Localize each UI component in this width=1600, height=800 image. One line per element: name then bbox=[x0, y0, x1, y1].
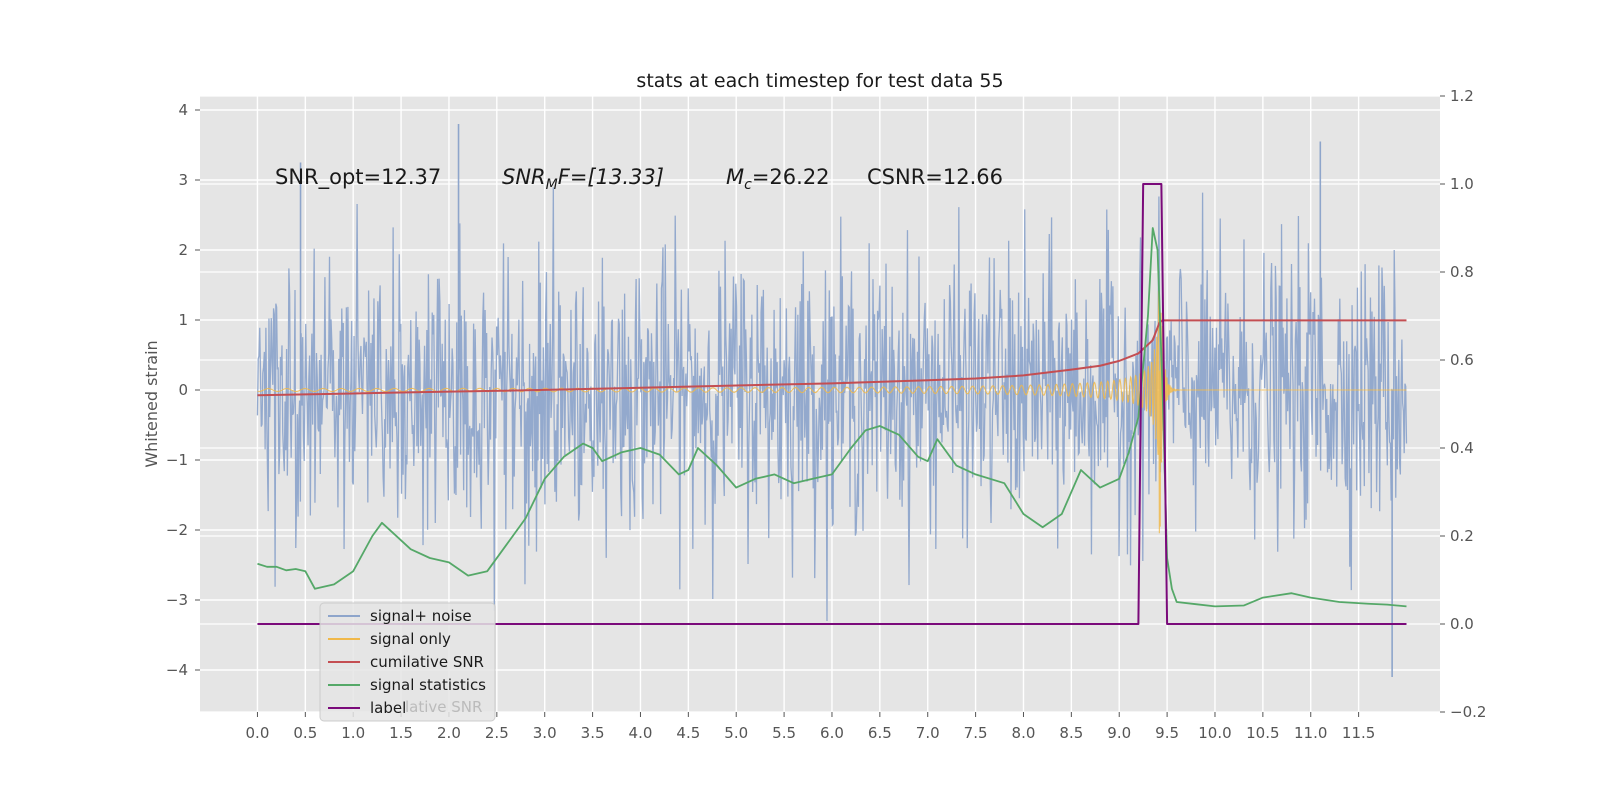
x-tick-label: 6.5 bbox=[868, 724, 892, 742]
series-lines bbox=[257, 183, 1407, 625]
series-line-signal-only bbox=[257, 290, 1407, 534]
series-signal-noise bbox=[256, 124, 1408, 677]
series-signal-only bbox=[257, 290, 1407, 534]
legend: lative SNR signal+ noise signal only cum… bbox=[319, 602, 496, 722]
legend-label-cumilative-snr: cumilative SNR bbox=[370, 653, 484, 671]
x-tick-label: 4.5 bbox=[676, 724, 700, 742]
annotation-snr-mf: SNRMF=[13.33] bbox=[502, 165, 664, 193]
series-line-cumilative-snr bbox=[257, 319, 1407, 397]
x-tick-label: 8.5 bbox=[1059, 724, 1083, 742]
legend-label-signal-only: signal only bbox=[370, 630, 451, 648]
y2-tick-label: 0.2 bbox=[1450, 527, 1474, 545]
legend-ghost-text: lative SNR bbox=[405, 698, 482, 716]
y-tick-label: −4 bbox=[166, 661, 188, 679]
x-tick-label: 9.0 bbox=[1107, 724, 1131, 742]
y-tick-label: 0 bbox=[178, 381, 188, 399]
x-tick-label: 0.0 bbox=[246, 724, 270, 742]
annotation-chirp-mass: Mc=26.22 bbox=[726, 165, 830, 193]
x-tick-label: 10.5 bbox=[1246, 724, 1279, 742]
x-tick-label: 2.0 bbox=[437, 724, 461, 742]
y2-tick-label: 0.0 bbox=[1450, 615, 1474, 633]
x-tick-label: 11.5 bbox=[1342, 724, 1375, 742]
x-tick-label: 1.0 bbox=[341, 724, 365, 742]
x-tick-label: 3.5 bbox=[581, 724, 605, 742]
y2-tick-label: 1.0 bbox=[1450, 175, 1474, 193]
y-tick-label: 1 bbox=[178, 311, 188, 329]
annotations: SNR_opt=12.37 SNRMF=[13.33] Mc=26.22 CSN… bbox=[275, 165, 1003, 193]
x-tick-label: 0.5 bbox=[293, 724, 317, 742]
chart-title: stats at each timestep for test data 55 bbox=[636, 70, 1003, 92]
annotation-csnr: CSNR=12.66 bbox=[867, 165, 1003, 189]
y-tick-label: 3 bbox=[178, 171, 188, 189]
series-line-signal-statistics bbox=[257, 227, 1407, 608]
series-line-label bbox=[257, 183, 1407, 625]
legend-label-signal-noise: signal+ noise bbox=[370, 607, 472, 625]
y-tick-label: 2 bbox=[178, 241, 188, 259]
axes: 0.0 0.5 1.0 1.5 2.0 2.5 3.0 3.5 4.0 4.5 5.0 5.5 6.0 6… bbox=[166, 87, 1487, 742]
y-tick-label: 4 bbox=[178, 101, 188, 119]
legend-label-signal-statistics: signal statistics bbox=[370, 676, 486, 694]
x-tick-label: 11.0 bbox=[1294, 724, 1327, 742]
legend-box bbox=[319, 602, 496, 722]
annotation-snr-opt: SNR_opt=12.37 bbox=[275, 165, 441, 190]
x-tick-label: 5.0 bbox=[724, 724, 748, 742]
x-tick-label: 6.0 bbox=[820, 724, 844, 742]
y-axis-label: Whitened strain bbox=[142, 340, 161, 467]
x-tick-label: 4.0 bbox=[629, 724, 653, 742]
x-tick-label: 7.5 bbox=[964, 724, 988, 742]
y2-tick-label: 0.4 bbox=[1450, 439, 1474, 457]
x-tick-label: 8.0 bbox=[1012, 724, 1036, 742]
legend-label-label: label bbox=[370, 699, 406, 717]
x-tick-label: 1.5 bbox=[389, 724, 413, 742]
x-tick-label: 9.5 bbox=[1155, 724, 1179, 742]
y-tick-label: −1 bbox=[166, 451, 188, 469]
y2-tick-label: 1.2 bbox=[1450, 87, 1474, 105]
y-tick-label: −2 bbox=[166, 521, 188, 539]
x-tick-label: 10.0 bbox=[1198, 724, 1231, 742]
x-tick-label: 3.0 bbox=[533, 724, 557, 742]
x-tick-label: 5.5 bbox=[772, 724, 796, 742]
y2-tick-label: 0.6 bbox=[1450, 351, 1474, 369]
y-tick-label: −3 bbox=[166, 591, 188, 609]
x-tick-label: 7.0 bbox=[916, 724, 940, 742]
y2-tick-label: 0.8 bbox=[1450, 263, 1474, 281]
y2-tick-label: −0.2 bbox=[1450, 703, 1486, 721]
x-tick-label: 2.5 bbox=[485, 724, 509, 742]
